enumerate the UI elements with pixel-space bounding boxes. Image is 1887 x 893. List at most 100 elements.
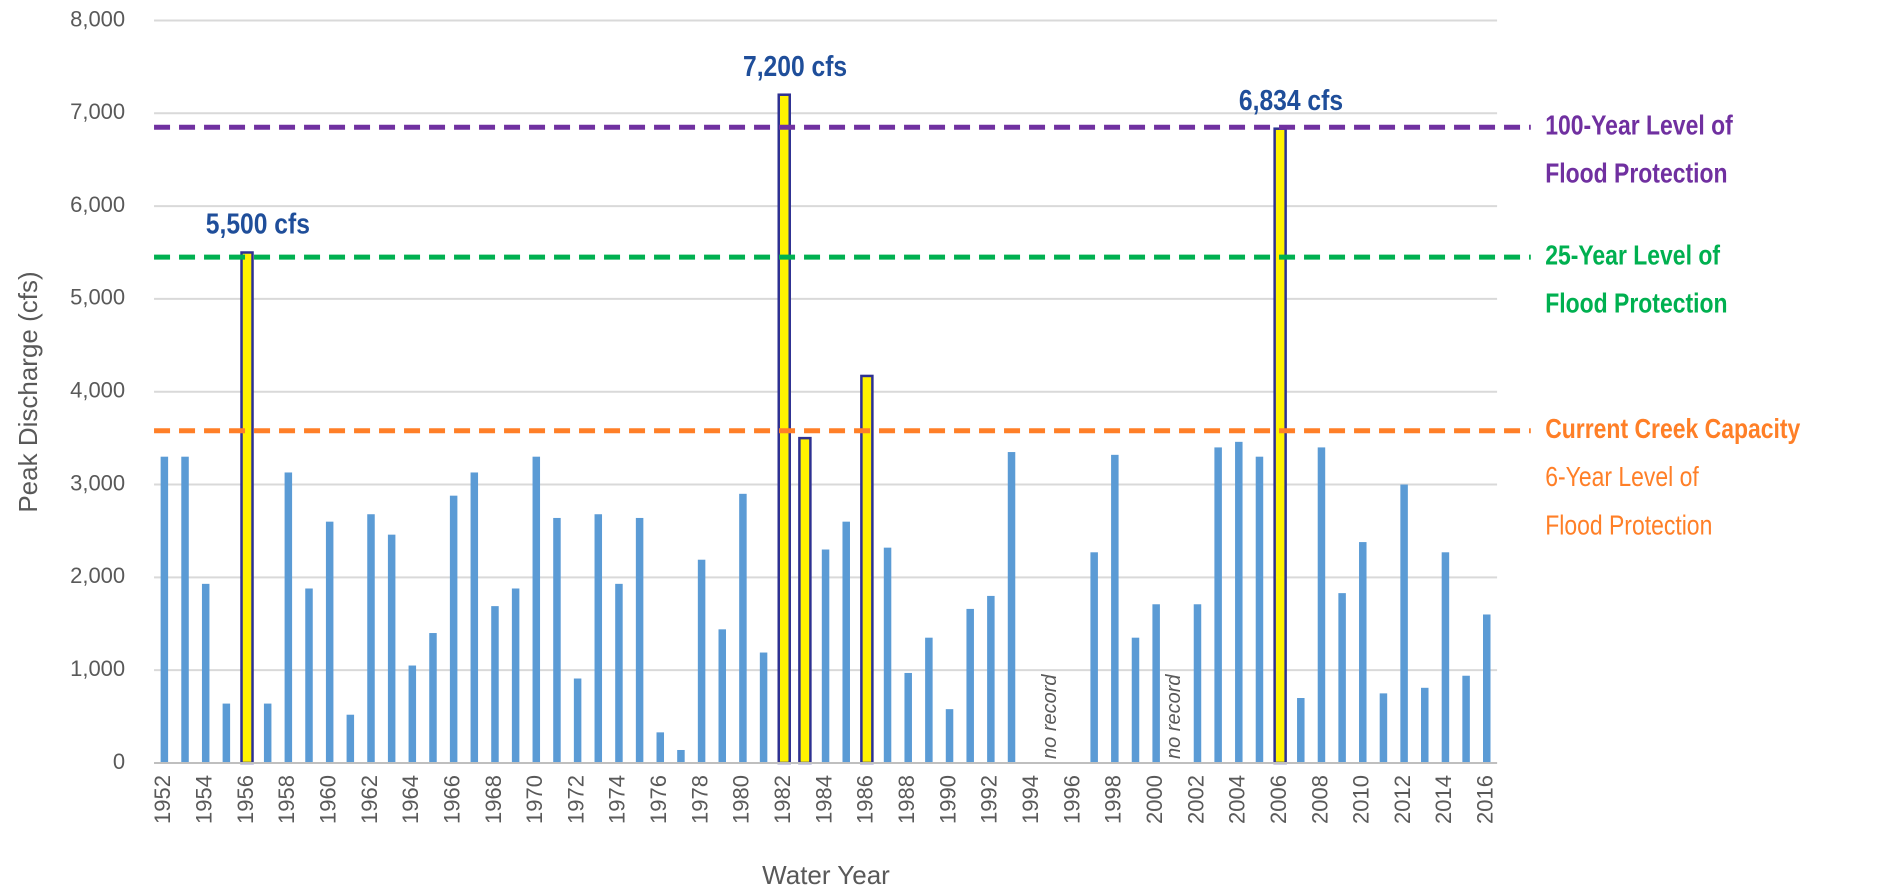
bar-label: 6,834 cfs	[1239, 84, 1343, 116]
bar	[635, 517, 644, 763]
x-tick-label: 1962	[357, 775, 382, 824]
bar	[925, 637, 933, 763]
x-tick-label: 2004	[1225, 775, 1250, 824]
x-tick-label: 1958	[274, 775, 299, 824]
reference-label: Flood Protection	[1545, 289, 1727, 320]
bar	[1441, 552, 1450, 763]
bar	[367, 514, 375, 763]
highlighted-bar	[860, 374, 874, 765]
x-tick-label: 1988	[894, 775, 919, 824]
bar	[1255, 456, 1264, 763]
x-tick-label: 1984	[811, 775, 836, 824]
bar	[573, 678, 582, 763]
bar	[1338, 593, 1346, 763]
bar	[1214, 447, 1222, 763]
bar	[346, 714, 355, 763]
x-tick-label: 1960	[315, 775, 340, 824]
x-tick-label: 1964	[398, 775, 423, 824]
bar	[491, 606, 499, 763]
bar	[1193, 604, 1202, 763]
bar	[263, 703, 272, 763]
reference-label: 25-Year Level of	[1545, 240, 1720, 271]
y-axis-title: Peak Discharge (cfs)	[13, 271, 43, 512]
bar	[1462, 675, 1470, 763]
bar	[511, 588, 520, 763]
y-tick-label: 0	[113, 749, 125, 774]
bar	[532, 456, 541, 763]
bar	[718, 629, 727, 763]
x-tick-label: 2006	[1266, 775, 1291, 824]
x-tick-label: 1966	[439, 775, 464, 824]
x-tick-label: 1954	[192, 775, 217, 824]
x-tick-label: 1994	[1018, 775, 1043, 824]
bar	[904, 672, 912, 763]
highlighted-bar	[1273, 127, 1287, 765]
bar	[945, 709, 954, 763]
bar	[842, 521, 850, 763]
reference-label: 100-Year Level of	[1545, 111, 1733, 142]
bar	[1421, 687, 1429, 763]
bar	[325, 521, 334, 763]
bar	[284, 472, 293, 763]
bar	[1483, 614, 1491, 763]
bar	[1379, 693, 1388, 763]
x-tick-label: 2002	[1183, 775, 1208, 824]
bar	[615, 583, 623, 763]
bar	[553, 517, 561, 763]
bar	[594, 514, 603, 763]
bar	[1400, 484, 1408, 763]
x-tick-label: 1974	[605, 775, 630, 824]
x-tick-label: 1952	[150, 775, 175, 824]
bar	[1359, 542, 1367, 763]
bar	[160, 456, 169, 763]
bar	[1152, 604, 1160, 763]
x-tick-label: 1980	[729, 775, 754, 824]
bar	[1007, 452, 1016, 763]
x-tick-label: 2014	[1431, 775, 1456, 824]
bar-label: 7,200 cfs	[743, 50, 847, 82]
y-tick-label: 5,000	[70, 285, 125, 310]
bar	[1131, 637, 1140, 763]
bar-label: 5,500 cfs	[206, 208, 310, 240]
bar	[470, 472, 479, 763]
reference-note: Flood Protection	[1545, 510, 1712, 541]
x-tick-label: 1992	[977, 775, 1002, 824]
reference-label: Flood Protection	[1545, 159, 1727, 190]
y-tick-label: 3,000	[70, 470, 125, 495]
bar	[1235, 441, 1243, 763]
bar	[449, 495, 458, 763]
bar	[656, 732, 665, 763]
bar	[429, 633, 437, 763]
reference-label: Current Creek Capacity	[1545, 414, 1801, 445]
x-tick-label: 1990	[935, 775, 960, 824]
x-tick-label: 2016	[1473, 775, 1498, 824]
reference-note: 6-Year Level of	[1545, 462, 1699, 493]
y-tick-label: 2,000	[70, 563, 125, 588]
bar	[821, 549, 830, 763]
x-tick-label: 2010	[1349, 775, 1374, 824]
bar	[1297, 698, 1305, 763]
x-tick-label: 2008	[1307, 775, 1332, 824]
no-record-note: no record	[1039, 674, 1061, 759]
x-tick-label: 1978	[687, 775, 712, 824]
x-tick-label: 1986	[853, 775, 878, 824]
no-record-note: no record	[1163, 674, 1185, 759]
bar	[1111, 454, 1119, 763]
x-tick-label: 1970	[522, 775, 547, 824]
bar	[1317, 447, 1326, 763]
x-tick-label: 2000	[1142, 775, 1167, 824]
bar	[181, 456, 189, 763]
bar	[222, 703, 231, 763]
x-tick-label: 1956	[233, 775, 258, 824]
bar	[305, 588, 313, 763]
x-tick-label: 1998	[1101, 775, 1126, 824]
y-tick-label: 1,000	[70, 656, 125, 681]
x-tick-label: 1982	[770, 775, 795, 824]
x-tick-label: 1972	[563, 775, 588, 824]
x-tick-label: 1996	[1059, 775, 1084, 824]
bar	[987, 595, 995, 763]
x-axis-title: Water Year	[762, 860, 890, 890]
bar	[677, 749, 685, 763]
bar	[759, 652, 768, 763]
